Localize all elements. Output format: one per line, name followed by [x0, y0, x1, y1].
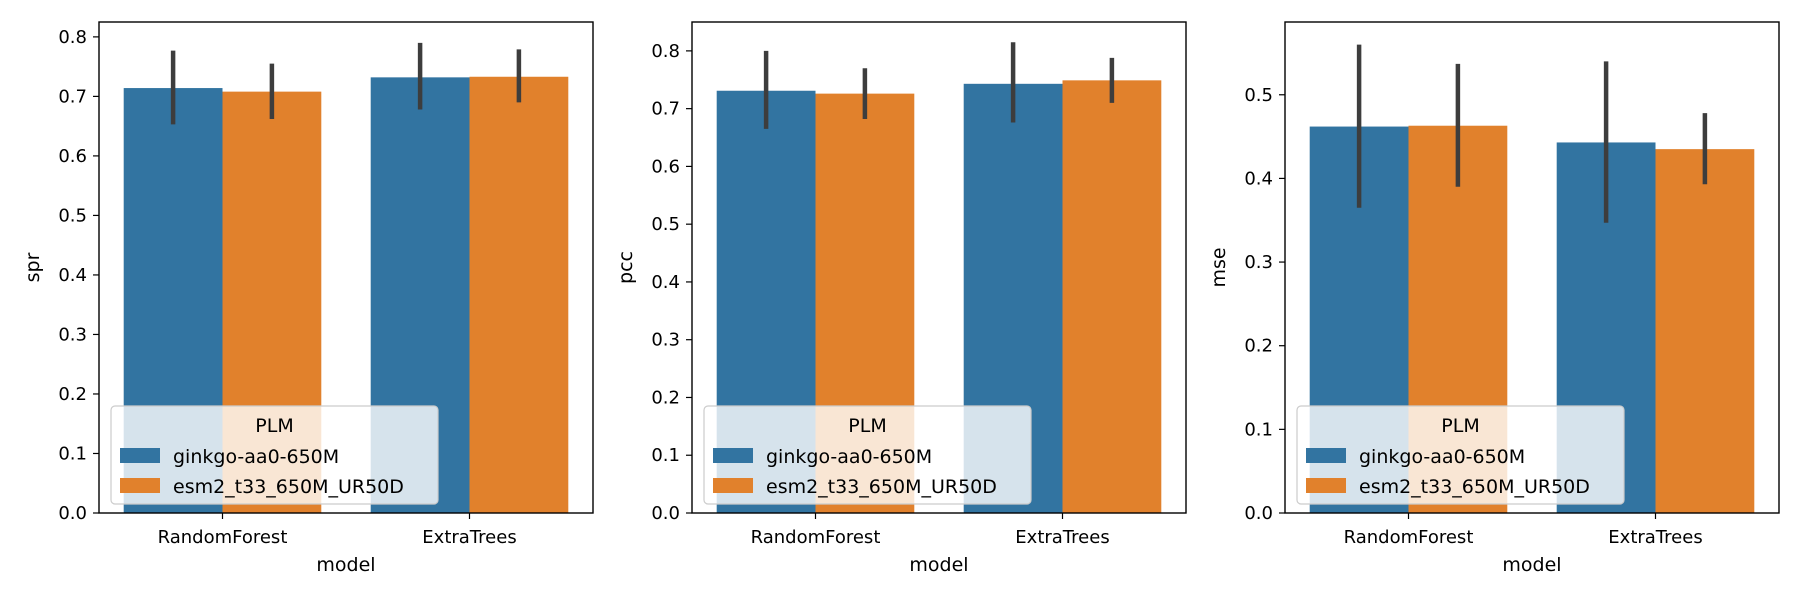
legend-title: PLM	[848, 415, 886, 437]
legend-label-esm2_t33_650M_UR50D: esm2_t33_650M_UR50D	[173, 476, 404, 498]
y-axis-title: mse	[1208, 247, 1230, 287]
x-axis-title: model	[909, 554, 968, 576]
axes-frame	[691, 21, 1187, 514]
y-tick-label: 0.6	[651, 156, 680, 177]
x-tick-label: ExtraTrees	[1608, 527, 1702, 548]
y-tick-label: 0.3	[651, 330, 680, 351]
y-tick-label: 0.5	[651, 214, 680, 235]
x-tick-label: RandomForest	[751, 527, 881, 548]
y-tick-label: 0.7	[651, 99, 680, 120]
y-tick-label: 0.8	[58, 27, 87, 48]
legend-swatch-esm2_t33_650M_UR50D	[1306, 478, 1346, 493]
x-tick-label: ExtraTrees	[422, 527, 516, 548]
axes-frame	[1284, 21, 1780, 514]
chart-panel-mse: 0.0 0.1 0.2 0.3 0.4 0.5 RandomForest ExtraTrees…	[1208, 21, 1780, 576]
chart-panel-pcc: 0.0 0.1 0.2 0.3 0.4 0.5 0.6 0.7 0.8 RandomForest E…	[615, 21, 1187, 576]
y-axis-title: spr	[22, 252, 44, 282]
y-tick-label: 0.0	[651, 503, 680, 524]
legend-swatch-ginkgo-aa0-650M	[120, 448, 160, 463]
y-tick-label: 0.5	[58, 205, 87, 226]
legend-title: PLM	[255, 415, 293, 437]
x-axis-title: model	[316, 554, 375, 576]
legend-swatch-esm2_t33_650M_UR50D	[713, 478, 753, 493]
legend-label-ginkgo-aa0-650M: ginkgo-aa0-650M	[766, 446, 932, 468]
y-tick-label: 0.2	[58, 384, 87, 405]
legend-swatch-ginkgo-aa0-650M	[713, 448, 753, 463]
legend: PLM ginkgo-aa0-650M esm2_t33_650M_UR50D	[703, 405, 1032, 505]
y-tick-label: 0.6	[58, 146, 87, 167]
y-tick-label: 0.1	[651, 445, 680, 466]
y-tick-label: 0.0	[1244, 503, 1273, 524]
y-tick-label: 0.1	[58, 443, 87, 464]
y-tick-label: 0.7	[58, 86, 87, 107]
legend-title: PLM	[1441, 415, 1479, 437]
x-axis-title: model	[1502, 554, 1561, 576]
y-tick-label: 0.4	[1244, 168, 1273, 189]
legend-swatch-ginkgo-aa0-650M	[1306, 448, 1346, 463]
y-tick-label: 0.3	[58, 324, 87, 345]
legend-box	[1296, 405, 1625, 505]
legend-box	[110, 405, 439, 505]
y-axis-title: pcc	[615, 251, 637, 284]
y-tick-label: 0.2	[651, 387, 680, 408]
bar-spr-esm2_t33_650M_UR50D-ExtraTrees	[469, 76, 569, 513]
x-tick-label: RandomForest	[1344, 527, 1474, 548]
legend-swatch-esm2_t33_650M_UR50D	[120, 478, 160, 493]
y-tick-label: 0.1	[1244, 419, 1273, 440]
legend-label-esm2_t33_650M_UR50D: esm2_t33_650M_UR50D	[766, 476, 997, 498]
y-tick-label: 0.3	[1244, 252, 1273, 273]
axes-frame	[98, 21, 594, 514]
legend: PLM ginkgo-aa0-650M esm2_t33_650M_UR50D	[110, 405, 439, 505]
chart-panel-spr: 0.0 0.1 0.2 0.3 0.4 0.5 0.6 0.7 0.8 RandomForest E…	[22, 21, 594, 576]
y-tick-label: 0.8	[651, 41, 680, 62]
y-tick-label: 0.4	[651, 272, 680, 293]
legend: PLM ginkgo-aa0-650M esm2_t33_650M_UR50D	[1296, 405, 1625, 505]
y-tick-label: 0.2	[1244, 336, 1273, 357]
y-tick-label: 0.5	[1244, 85, 1273, 106]
legend-label-ginkgo-aa0-650M: ginkgo-aa0-650M	[173, 446, 339, 468]
legend-box	[703, 405, 1032, 505]
x-tick-label: ExtraTrees	[1015, 527, 1109, 548]
x-tick-label: RandomForest	[158, 527, 288, 548]
y-tick-label: 0.0	[58, 503, 87, 524]
bar-pcc-esm2_t33_650M_UR50D-ExtraTrees	[1062, 80, 1162, 514]
bar-mse-esm2_t33_650M_UR50D-ExtraTrees	[1655, 149, 1755, 513]
legend-label-ginkgo-aa0-650M: ginkgo-aa0-650M	[1359, 446, 1525, 468]
legend-label-esm2_t33_650M_UR50D: esm2_t33_650M_UR50D	[1359, 476, 1590, 498]
y-tick-label: 0.4	[58, 265, 87, 286]
